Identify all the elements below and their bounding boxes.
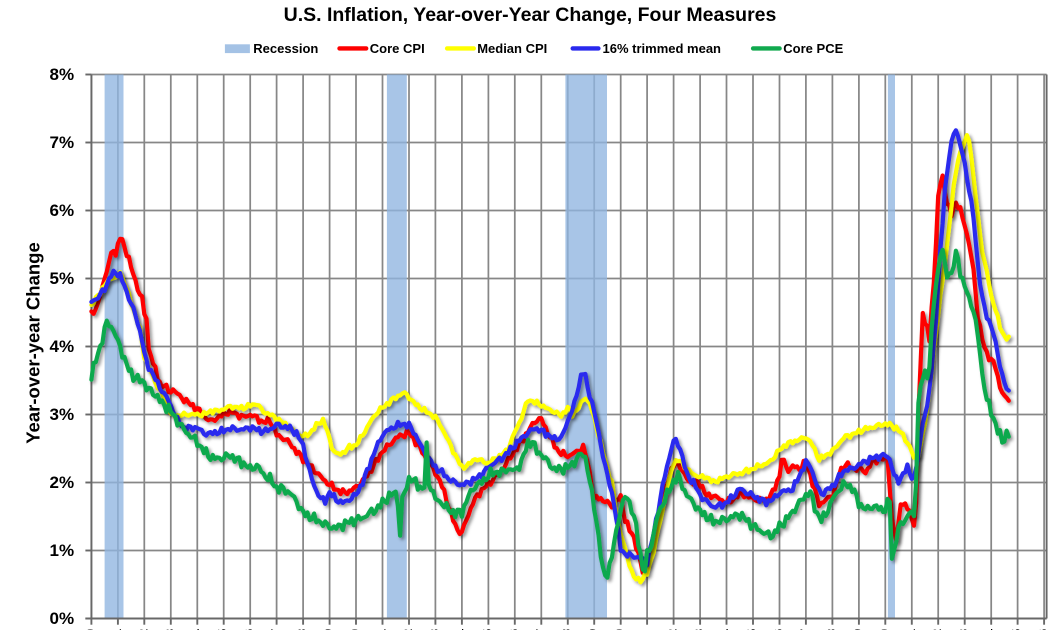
svg-text:2%: 2% <box>50 473 75 492</box>
svg-text:8%: 8% <box>50 65 75 84</box>
svg-text:Jan-06: Jan-06 <box>507 629 521 630</box>
svg-text:Jan-19: Jan-19 <box>851 629 865 630</box>
svg-text:Jan-13: Jan-13 <box>692 629 706 630</box>
svg-text:Jan-20: Jan-20 <box>877 629 891 630</box>
svg-text:4%: 4% <box>50 337 75 356</box>
svg-text:Jan-14: Jan-14 <box>719 629 733 630</box>
svg-text:Jan-99: Jan-99 <box>322 629 336 630</box>
svg-text:Jan-90: Jan-90 <box>83 629 97 630</box>
svg-text:Jan-16: Jan-16 <box>772 629 786 630</box>
svg-text:Jan-97: Jan-97 <box>269 629 283 630</box>
svg-text:Core PCE: Core PCE <box>783 41 843 56</box>
svg-text:Jan-25: Jan-25 <box>1010 629 1024 630</box>
svg-text:Jan-10: Jan-10 <box>613 629 627 630</box>
svg-text:Jan-12: Jan-12 <box>666 629 680 630</box>
svg-text:Jan-98: Jan-98 <box>295 629 309 630</box>
svg-text:Jan-92: Jan-92 <box>136 629 150 630</box>
svg-text:Jan-04: Jan-04 <box>454 629 468 630</box>
svg-text:Jan-94: Jan-94 <box>189 629 203 630</box>
svg-text:1%: 1% <box>50 541 75 560</box>
svg-text:Jan-95: Jan-95 <box>216 629 230 630</box>
svg-text:Jan-01: Jan-01 <box>375 629 389 630</box>
svg-text:3%: 3% <box>50 405 75 424</box>
svg-text:0%: 0% <box>50 609 75 628</box>
svg-text:Jan-09: Jan-09 <box>586 629 600 630</box>
svg-text:U.S. Inflation, Year-over-Year: U.S. Inflation, Year-over-Year Change, F… <box>284 4 777 26</box>
svg-text:Jan-07: Jan-07 <box>533 629 547 630</box>
svg-text:7%: 7% <box>50 133 75 152</box>
svg-text:Jan-05: Jan-05 <box>480 629 494 630</box>
svg-text:Jan-02: Jan-02 <box>401 629 415 630</box>
svg-text:6%: 6% <box>50 201 75 220</box>
svg-text:Jan-26: Jan-26 <box>1036 629 1050 630</box>
svg-text:Jan-24: Jan-24 <box>983 629 997 630</box>
svg-text:Jan-03: Jan-03 <box>427 629 441 630</box>
svg-text:5%: 5% <box>50 269 75 288</box>
svg-text:Jan-91: Jan-91 <box>110 629 124 630</box>
svg-text:Recession: Recession <box>253 41 318 56</box>
svg-text:Jan-08: Jan-08 <box>560 629 574 630</box>
svg-text:16% trimmed mean: 16% trimmed mean <box>603 41 722 56</box>
svg-text:Jan-00: Jan-00 <box>348 629 362 630</box>
svg-text:Jan-22: Jan-22 <box>930 629 944 630</box>
svg-text:Jan-23: Jan-23 <box>957 629 971 630</box>
svg-text:Core CPI: Core CPI <box>370 41 425 56</box>
svg-text:Jan-93: Jan-93 <box>163 629 177 630</box>
svg-text:Jan-18: Jan-18 <box>824 629 838 630</box>
svg-text:Jan-96: Jan-96 <box>242 629 256 630</box>
svg-text:Jan-17: Jan-17 <box>798 629 812 630</box>
svg-text:Year-over-year Change: Year-over-year Change <box>23 242 44 444</box>
svg-text:Jan-21: Jan-21 <box>904 629 918 630</box>
svg-text:Jan-15: Jan-15 <box>745 629 759 630</box>
svg-text:Median CPI: Median CPI <box>477 41 547 56</box>
